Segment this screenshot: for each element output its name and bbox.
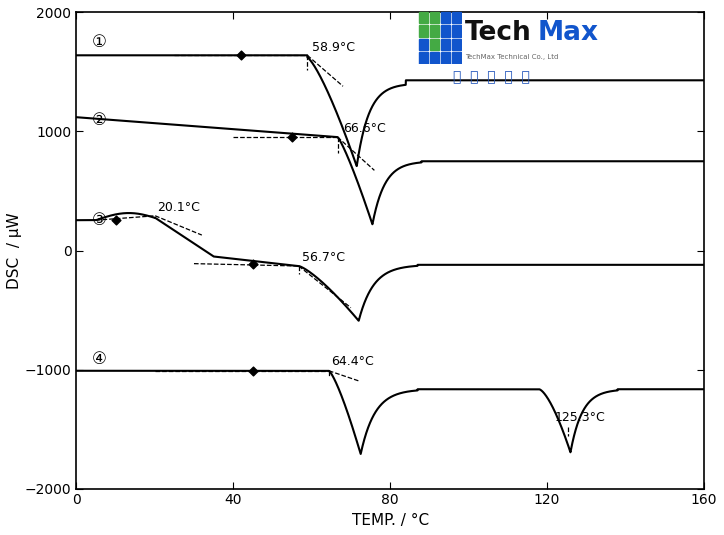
Bar	[441, 12, 450, 24]
Text: 125.3°C: 125.3°C	[555, 411, 605, 424]
Y-axis label: DSC  / μW: DSC / μW	[7, 212, 22, 289]
Text: Tech: Tech	[466, 20, 532, 45]
Text: Max: Max	[537, 20, 599, 45]
Bar	[430, 39, 439, 50]
Bar	[452, 12, 460, 24]
Point	[247, 366, 258, 375]
Bar	[441, 39, 450, 50]
Bar	[452, 25, 460, 37]
Bar	[419, 39, 428, 50]
Point	[235, 51, 247, 59]
Text: 56.7°C: 56.7°C	[302, 250, 345, 264]
Bar	[430, 52, 439, 64]
Text: 58.9°C: 58.9°C	[311, 41, 355, 54]
Text: 科  遞  斯  集  團: 科 遞 斯 集 團	[452, 71, 530, 85]
Text: 66.6°C: 66.6°C	[343, 121, 386, 135]
Bar	[441, 25, 450, 37]
X-axis label: TEMP. / °C: TEMP. / °C	[352, 513, 429, 528]
Bar	[419, 25, 428, 37]
Bar	[419, 12, 428, 24]
Text: 20.1°C: 20.1°C	[156, 201, 200, 214]
Point	[110, 216, 122, 225]
Text: ③: ③	[92, 211, 107, 229]
Bar	[430, 12, 439, 24]
Text: ①: ①	[92, 33, 107, 51]
Bar	[430, 25, 439, 37]
Bar	[441, 52, 450, 64]
Bar	[452, 52, 460, 64]
Bar	[419, 52, 428, 64]
Point	[247, 260, 258, 269]
Text: 64.4°C: 64.4°C	[332, 355, 374, 369]
Bar	[452, 39, 460, 50]
Text: ④: ④	[92, 350, 107, 369]
Text: ②: ②	[92, 111, 107, 128]
Text: TechMax Technical Co., Ltd: TechMax Technical Co., Ltd	[466, 54, 559, 60]
Point	[286, 133, 298, 141]
